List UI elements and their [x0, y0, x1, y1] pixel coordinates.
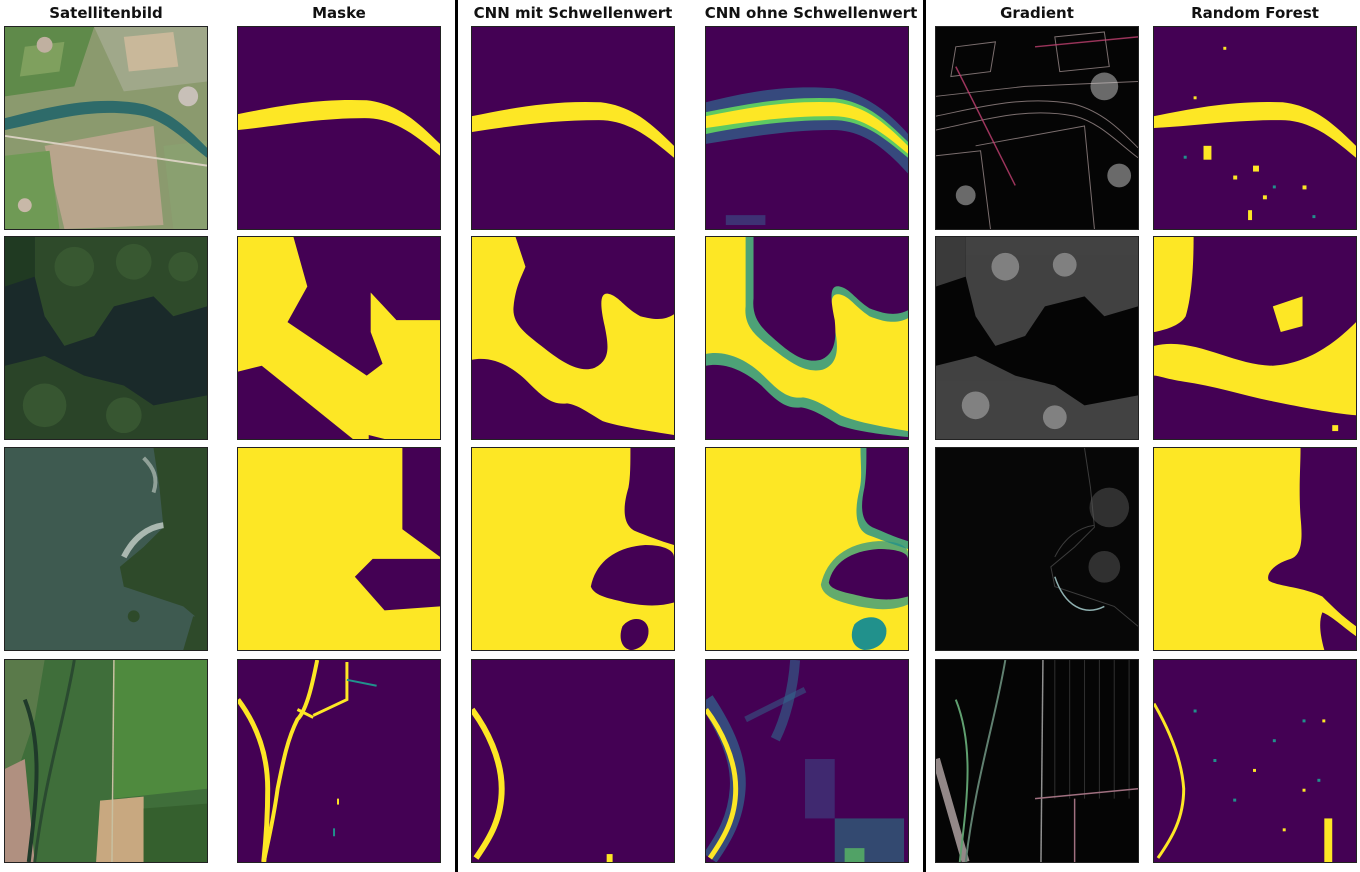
header-cnn-no-threshold: CNN ohne Schwellenwert: [704, 4, 918, 22]
header-cnn-threshold: CNN mit Schwellenwert: [473, 4, 673, 22]
gradient-4: [935, 659, 1139, 863]
header-mask: Maske: [312, 4, 366, 22]
satellite-image-3: [4, 447, 208, 651]
cnn-threshold-4: [471, 659, 675, 863]
satellite-image-4: [4, 659, 208, 863]
mask-1: [237, 26, 441, 230]
divider-left: [455, 0, 458, 872]
random-forest-1: [1153, 26, 1357, 230]
header-satellite: Satellitenbild: [49, 4, 163, 22]
cnn-no-threshold-1: [705, 26, 909, 230]
satellite-image-2: [4, 236, 208, 440]
cnn-no-threshold-2: [705, 236, 909, 440]
gradient-2: [935, 236, 1139, 440]
mask-2: [237, 236, 441, 440]
gradient-1: [935, 26, 1139, 230]
gradient-3: [935, 447, 1139, 651]
random-forest-4: [1153, 659, 1357, 863]
satellite-image-1: [4, 26, 208, 230]
header-random-forest: Random Forest: [1191, 4, 1319, 22]
random-forest-3: [1153, 447, 1357, 651]
mask-3: [237, 447, 441, 651]
cnn-threshold-1: [471, 26, 675, 230]
cnn-threshold-2: [471, 236, 675, 440]
cnn-threshold-3: [471, 447, 675, 651]
cnn-no-threshold-4: [705, 659, 909, 863]
divider-right: [923, 0, 926, 872]
header-gradient: Gradient: [1000, 4, 1074, 22]
random-forest-2: [1153, 236, 1357, 440]
cnn-no-threshold-3: [705, 447, 909, 651]
mask-4: [237, 659, 441, 863]
